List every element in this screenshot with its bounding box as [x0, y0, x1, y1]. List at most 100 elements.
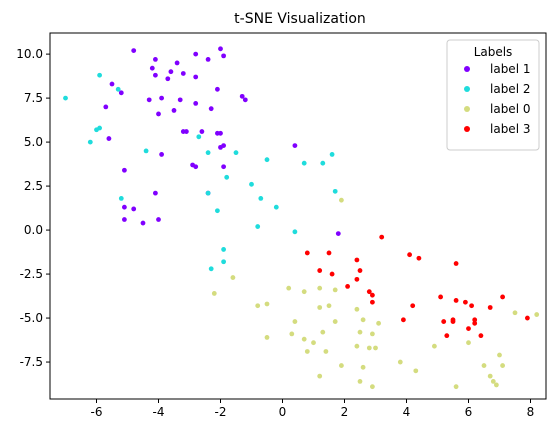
point-label-0-29: [360, 364, 366, 370]
point-label-2-26: [208, 266, 214, 272]
point-label-0-33: [397, 359, 403, 365]
point-label-1-5: [180, 71, 186, 76]
point-label-0-11: [317, 305, 323, 310]
point-label-3-15: [410, 303, 416, 309]
point-label-2-25: [221, 259, 227, 265]
y-tick-label-1: -5.0: [20, 311, 43, 325]
point-label-0-40: [494, 382, 499, 388]
point-label-1-33: [159, 152, 165, 157]
point-label-1-34: [106, 136, 112, 141]
point-label-2-19: [292, 229, 298, 235]
point-label-1-10: [146, 97, 152, 103]
point-label-3-8: [366, 289, 372, 295]
legend-box: [446, 39, 540, 151]
point-label-3-25: [450, 319, 456, 324]
point-label-0-22: [323, 349, 329, 354]
point-label-0-37: [466, 340, 471, 346]
point-label-2-5: [87, 139, 93, 145]
legend-title: Labels: [474, 45, 513, 59]
y-tick-label-0: -7.5: [20, 355, 43, 369]
point-label-0-9: [326, 303, 332, 309]
point-label-2-7: [196, 134, 202, 140]
point-label-1-32: [218, 144, 223, 150]
point-label-0-8: [332, 287, 338, 293]
point-label-2-2: [115, 86, 121, 92]
point-label-2-17: [118, 196, 124, 201]
point-label-0-23: [354, 343, 360, 349]
x-tick-label-7: 8: [527, 405, 535, 419]
legend-marker-0: [464, 66, 470, 72]
point-label-1-44: [140, 220, 146, 226]
point-label-3-20: [469, 303, 474, 309]
point-label-1-41: [122, 204, 127, 210]
point-label-0-30: [317, 373, 323, 379]
point-label-1-15: [218, 46, 223, 52]
point-label-2-23: [332, 188, 338, 194]
point-label-2-0: [63, 95, 68, 101]
point-label-1-42: [131, 206, 137, 212]
point-label-1-6: [153, 72, 158, 78]
point-label-0-36: [453, 384, 459, 390]
point-label-3-23: [441, 319, 447, 324]
point-label-1-30: [218, 130, 223, 136]
y-tick-label-3: 0.0: [24, 223, 43, 237]
point-label-0-34: [413, 368, 419, 374]
point-label-3-3: [329, 271, 335, 277]
point-label-0-2: [211, 291, 217, 296]
point-label-1-37: [190, 162, 196, 168]
y-tick-label-6: 7.5: [24, 91, 43, 105]
point-label-1-45: [156, 217, 161, 222]
point-label-1-39: [153, 190, 158, 196]
point-label-3-10: [370, 299, 375, 305]
point-label-0-12: [354, 306, 360, 312]
plot-frame: [49, 32, 547, 400]
point-label-3-27: [466, 326, 471, 332]
point-label-1-35: [221, 164, 227, 170]
point-label-2-6: [143, 148, 149, 154]
point-label-1-43: [122, 217, 127, 222]
point-label-1-17: [193, 51, 199, 57]
point-label-2-1: [97, 72, 102, 78]
point-label-3-1: [326, 250, 332, 256]
point-label-3-5: [357, 268, 363, 273]
point-label-0-44: [534, 312, 540, 317]
point-label-1-19: [239, 93, 245, 99]
point-label-1-47: [335, 231, 341, 236]
point-label-1-11: [159, 95, 165, 101]
legend-entries: label 1 label 2 label 0 label 3: [464, 62, 530, 136]
point-label-0-20: [311, 340, 316, 346]
point-label-0-17: [289, 331, 295, 337]
point-label-1-18: [215, 86, 220, 92]
point-label-1-25: [103, 104, 109, 110]
point-label-3-13: [416, 255, 422, 261]
point-label-3-17: [438, 294, 443, 300]
point-label-0-7: [317, 285, 323, 291]
point-label-0-25: [370, 331, 375, 337]
point-label-3-26: [444, 333, 450, 339]
x-tick-label-4: 2: [341, 405, 349, 419]
point-label-3-14: [453, 261, 459, 266]
legend-marker-1: [464, 86, 470, 92]
point-label-3-2: [317, 268, 323, 273]
legend-label-2: label 0: [490, 102, 530, 116]
legend-label-3: label 3: [490, 122, 530, 136]
point-label-3-22: [500, 294, 505, 300]
point-label-3-11: [379, 234, 385, 240]
point-label-1-21: [193, 100, 199, 106]
point-label-0-1: [230, 275, 236, 280]
point-label-0-4: [264, 301, 270, 307]
point-label-0-45: [490, 379, 496, 384]
point-label-1-4: [168, 69, 174, 75]
point-label-3-21: [487, 305, 493, 310]
point-label-2-18: [255, 224, 261, 229]
point-label-2-9: [224, 174, 230, 180]
point-label-1-20: [242, 97, 248, 103]
y-tick-label-2: -2.5: [20, 267, 43, 281]
point-label-2-14: [215, 208, 220, 214]
point-label-3-29: [472, 320, 478, 326]
point-label-3-28: [472, 317, 478, 323]
point-label-0-6: [301, 289, 307, 295]
point-label-0-41: [497, 352, 502, 358]
point-label-1-12: [177, 97, 183, 103]
